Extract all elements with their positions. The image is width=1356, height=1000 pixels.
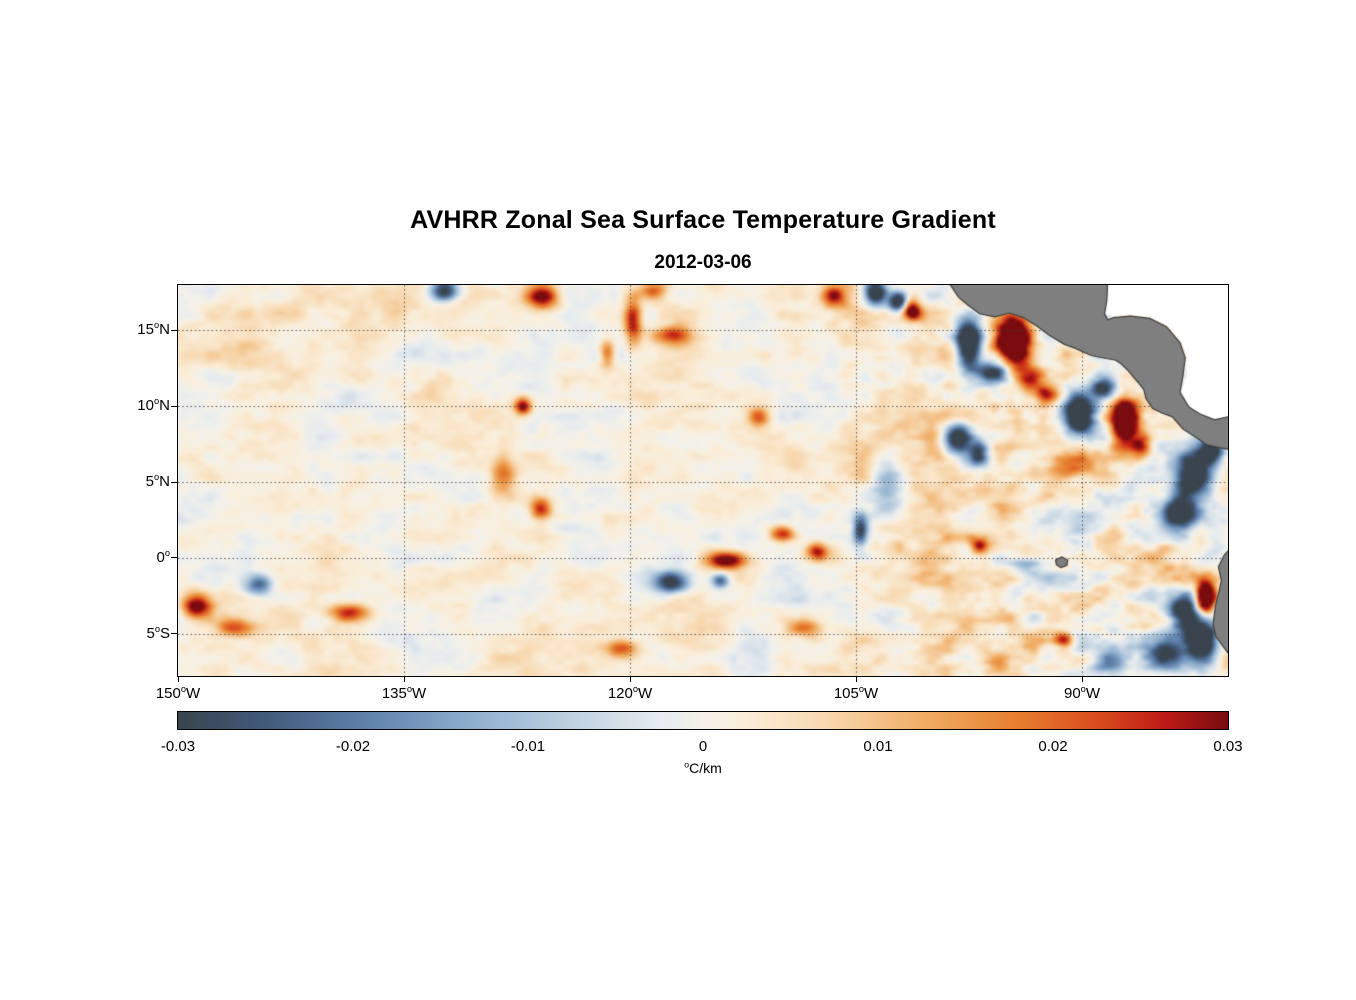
colorbar-tick-label: 0 [698,738,708,755]
x-tick-label: 135oW [381,684,427,702]
x-tick-mark [1081,677,1083,682]
y-tick-label: 0o [156,547,170,566]
colorbar [177,711,1229,730]
colorbar-tick-label: 0.03 [1213,738,1243,755]
colorbar-tick-label: 0.01 [863,738,893,755]
x-tick-label: 90oW [1063,684,1101,702]
y-tick-mark [171,557,177,559]
heatmap-canvas [178,285,1228,676]
colorbar-tick-label: 0.02 [1038,738,1068,755]
colorbar-tick-label: -0.02 [335,738,371,755]
y-tick-mark [171,329,177,331]
y-tick-mark [171,481,177,483]
colorbar-tick-label: -0.01 [510,738,546,755]
y-tick-label: 15oN [137,320,170,339]
x-tick-label: 105oW [833,684,879,702]
x-tick-label: 120oW [607,684,653,702]
unit-text: C/km [689,760,722,776]
colorbar-unit-label: oC/km [178,760,1228,776]
colorbar-tick-label: -0.03 [160,738,196,755]
x-tick-mark [855,677,857,682]
chart-subtitle: 2012-03-06 [654,252,752,273]
x-tick-mark [629,677,631,682]
colorbar-gradient [178,712,1228,729]
x-tick-mark [177,677,179,682]
y-tick-mark [171,633,177,635]
x-tick-label: 150oW [155,684,201,702]
y-tick-label: 5oN [145,472,170,490]
y-tick-label: 10oN [137,396,170,415]
degree-symbol: o [684,759,690,770]
chart-title: AVHRR Zonal Sea Surface Temperature Grad… [410,206,996,234]
x-tick-mark [403,677,405,682]
map-area [177,284,1229,677]
y-tick-label: 5oS [146,623,170,642]
y-tick-mark [171,405,177,407]
